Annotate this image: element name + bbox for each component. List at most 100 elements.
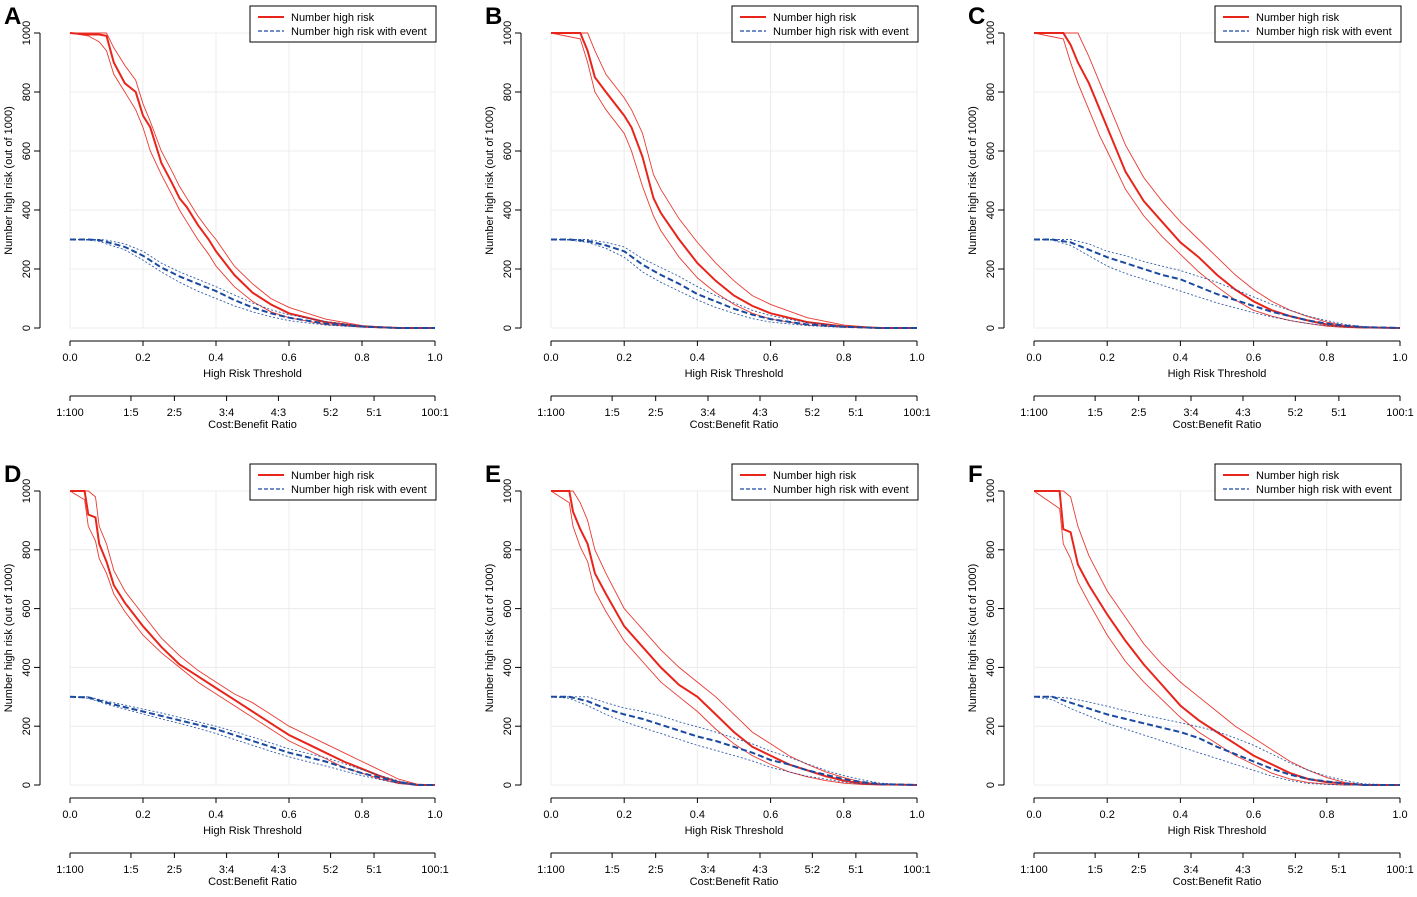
panel-label: B [485,3,502,30]
cost-benefit-tick-label: 100:1 [421,407,449,419]
cost-benefit-tick-label: 5:2 [323,407,338,419]
legend-entry-label: Number high risk [291,12,375,24]
legend-entry-label: Number high risk with event [773,26,909,38]
y-tick-label: 200 [21,260,33,278]
y-axis-label: Number high risk (out of 1000) [967,564,979,713]
cost-benefit-tick-label: 5:2 [805,864,820,876]
event-ci-lower-line [550,696,918,786]
legend-box [1214,463,1402,501]
cost-benefit-tick-label: 1:100 [537,864,565,876]
risk-ci-upper-line [70,32,435,329]
event-ci-upper-line [1034,696,1401,786]
y-tick-label: 400 [985,201,997,219]
x-tick-label: 0.0 [62,352,77,364]
cost-benefit-tick-label: 1:100 [537,407,565,419]
x-tick-label: 0.0 [1026,809,1041,821]
cost-benefit-tick-label: 1:5 [604,864,619,876]
x-tick-label: 1.0 [427,809,442,821]
legend-entry-label: Number high risk with event [1256,26,1392,38]
number-high-risk-event-line [70,238,435,329]
event-ci-lower-line [550,239,917,329]
cost-benefit-tick-label: 4:3 [271,864,286,876]
x-tick-label: 0.6 [281,809,296,821]
y-tick-label: 200 [502,260,514,278]
risk-ci-lower-line [69,490,435,786]
cost-benefit-axis-label: Cost:Benefit Ratio [208,876,297,888]
cost-benefit-tick-label: 1:5 [123,864,138,876]
x-tick-label: 0.8 [1319,809,1334,821]
x-tick-label: 0.2 [135,352,150,364]
y-tick-label: 600 [502,599,514,617]
cost-benefit-tick-label: 5:1 [1331,864,1346,876]
cost-benefit-tick-label: 100:1 [421,864,449,876]
x-tick-label: 0.4 [690,352,705,364]
plot-area [550,490,918,786]
cost-benefit-tick-label: 3:4 [700,407,715,419]
legend-entry-label: Number high risk with event [1256,484,1392,496]
cost-benefit-axis-label: Cost:Benefit Ratio [1173,419,1262,431]
y-tick-label: 1000 [502,479,514,503]
event-ci-lower-line [1033,239,1401,329]
cost-benefit-tick-label: 4:3 [752,864,767,876]
panel-d: D 0 200 400 600 800 1000 Number high risk (out … [3,461,449,888]
x-tick-label: 0.4 [1173,352,1188,364]
x-tick-label: 0.4 [1173,809,1188,821]
legend-box [249,463,437,501]
cost-benefit-tick-label: 1:5 [123,407,138,419]
y-axis-label: Number high risk (out of 1000) [967,106,979,255]
risk-ci-lower-line [1033,32,1400,329]
legend: Number high risk Number high risk with ev… [1214,463,1402,501]
x-tick-label: 0.6 [763,809,778,821]
legend-box [731,5,919,43]
cost-benefit-tick-label: 100:1 [903,864,931,876]
y-tick-label: 0 [985,782,997,788]
legend-box [1214,5,1402,43]
x-axis-label: High Risk Threshold [1168,368,1267,380]
y-tick-label: 200 [985,260,997,278]
risk-ci-upper-line [551,32,917,329]
risk-ci-lower-line [1033,490,1400,786]
y-axis-label: Number high risk (out of 1000) [3,106,15,255]
y-tick-label: 400 [21,201,33,219]
panel-b: B 0 200 400 600 800 1000 Number high risk (out … [484,3,931,431]
cost-benefit-tick-label: 2:5 [648,407,663,419]
cost-benefit-tick-label: 5:1 [848,864,863,876]
cost-benefit-tick-label: 5:2 [323,864,338,876]
cost-benefit-tick-label: 1:100 [1020,864,1048,876]
y-axis-label: Number high risk (out of 1000) [484,564,496,713]
x-tick-label: 0.6 [1246,809,1261,821]
cost-benefit-tick-label: 4:3 [1235,864,1250,876]
x-tick-label: 0.2 [1100,809,1115,821]
legend-entry-label: Number high risk with event [291,484,427,496]
cost-benefit-axis-label: Cost:Benefit Ratio [208,419,297,431]
cost-benefit-tick-label: 2:5 [1131,864,1146,876]
cost-benefit-tick-label: 3:4 [219,407,234,419]
x-tick-label: 0.0 [1026,352,1041,364]
cost-benefit-tick-label: 3:4 [1183,407,1198,419]
cost-benefit-tick-label: 5:2 [805,407,820,419]
cost-benefit-tick-label: 3:4 [700,864,715,876]
number-high-risk-line [1034,32,1401,329]
legend-box [731,463,919,501]
x-tick-label: 0.8 [354,352,369,364]
y-tick-label: 800 [502,541,514,559]
event-ci-upper-line [551,696,918,786]
event-ci-upper-line [70,696,436,786]
y-tick-label: 200 [21,717,33,735]
cost-benefit-tick-label: 2:5 [167,407,182,419]
x-tick-label: 0.0 [543,809,558,821]
event-ci-lower-line [69,696,435,786]
event-ci-upper-line [551,239,917,329]
y-tick-label: 0 [502,782,514,788]
x-tick-label: 0.2 [617,809,632,821]
x-tick-label: 0.4 [208,352,223,364]
number-high-risk-line [551,32,917,329]
panel-f: F 0 200 400 600 800 1000 Number high risk (out … [967,461,1414,888]
cost-benefit-tick-label: 100:1 [1386,407,1414,419]
y-tick-label: 600 [985,599,997,617]
panel-label: E [485,461,501,488]
plot-area [1033,490,1401,786]
legend-box [249,5,437,43]
risk-ci-upper-line [551,490,918,786]
